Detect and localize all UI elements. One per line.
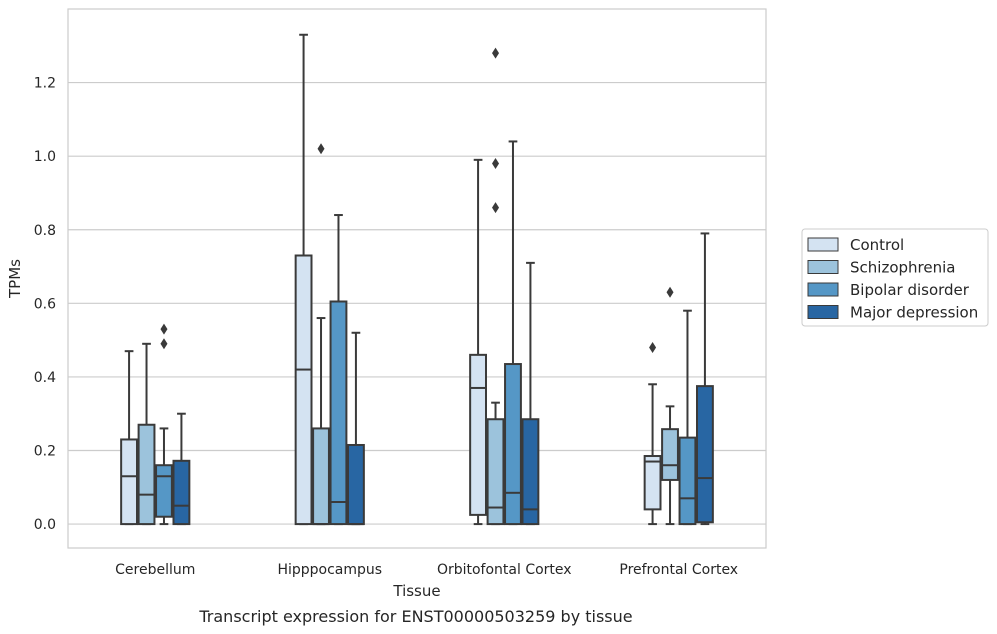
gridlines [68,81,766,525]
x-tick-labels: Cerebellum Hipppocampus Orbitofontal Corte… [115,562,738,578]
box-major-depression [521,261,540,526]
y-tick-label: 0.0 [34,517,56,533]
box-major-depression [172,412,191,526]
box-control [120,350,139,526]
x-tick-label: Hipppocampus [277,562,382,578]
outlier-point [666,286,674,298]
legend-swatch [807,260,839,274]
box-body [678,436,697,526]
y-tick-label: 0.4 [34,370,56,386]
outlier-point [160,323,168,335]
box-schizophrenia [312,143,330,526]
box-body [347,443,365,526]
y-axis-label: TPMs [6,259,24,299]
box-body [137,423,156,526]
box-major-depression [347,331,365,526]
box-schizophrenia [661,286,679,526]
box-bipolar-disorder [678,309,697,526]
y-tick-labels: 0.0 0.2 0.4 0.6 0.8 1.0 1.2 [34,76,56,534]
box-control [469,158,487,526]
box-control [643,341,662,526]
box-body [486,418,505,526]
box-body [521,418,540,526]
box-body [643,455,662,511]
box-body [312,427,330,526]
x-tick-label: Cerebellum [115,562,195,578]
legend-swatch [807,237,839,252]
y-tick-label: 0.2 [34,444,56,460]
box-major-depression [696,232,714,526]
box-body [155,464,173,518]
outlier-point [492,202,500,214]
box-bipolar-disorder [504,140,522,526]
boxes [120,33,714,526]
x-tick-label: Orbitofontal Cortex [437,562,572,578]
legend-label: Bipolar disorder [850,281,970,299]
x-tick-label: Prefrontal Cortex [619,562,738,578]
box-bipolar-disorder [155,323,173,526]
box-body [329,300,348,526]
box-body [294,254,313,526]
chart-caption: Transcript expression for ENST0000050325… [198,607,632,626]
box-body [504,363,522,526]
legend-swatch [807,282,839,297]
box-control [294,33,313,526]
outlier-point [317,143,325,155]
legend-label: Major depression [850,304,978,322]
box-body [696,385,714,524]
box-body [120,438,139,526]
box-body [172,459,191,526]
legend-label: Control [850,236,904,254]
box-body [661,428,679,481]
outlier-point [492,158,500,170]
y-tick-label: 0.8 [34,223,56,239]
outlier-point [649,341,657,353]
legend-frame [801,228,989,327]
outlier-point [492,47,500,59]
y-tick-label: 0.6 [34,296,56,312]
box-bipolar-disorder [329,214,348,526]
plot-frame [67,8,767,549]
x-axis-label: Tissue [392,582,440,600]
outlier-point [160,338,168,350]
box-schizophrenia [486,47,505,526]
legend: Control Schizophrenia Bipolar disorder Majo… [801,228,989,327]
box-schizophrenia [137,342,156,526]
box-body [469,353,487,516]
legend-swatch [807,305,839,319]
y-tick-label: 1.0 [34,149,56,165]
legend-label: Schizophrenia [850,259,955,277]
y-tick-label: 1.2 [34,76,56,92]
